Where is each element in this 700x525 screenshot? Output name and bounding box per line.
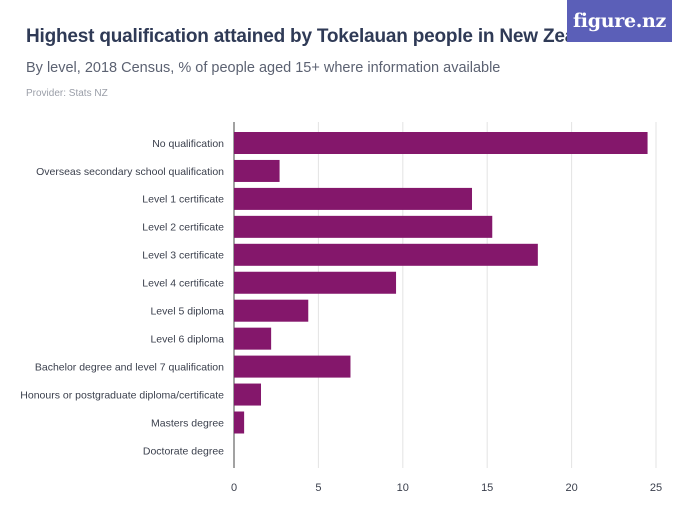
category-label: Level 3 certificate xyxy=(142,250,224,262)
bar[interactable] xyxy=(234,327,272,350)
bar[interactable] xyxy=(234,271,397,294)
x-tick-label: 10 xyxy=(397,482,409,494)
chart-subtitle: By level, 2018 Census, % of people aged … xyxy=(26,60,501,76)
bar[interactable] xyxy=(234,383,262,406)
x-tick-label: 0 xyxy=(231,482,237,494)
x-tick-label: 20 xyxy=(565,482,577,494)
x-tick-label: 25 xyxy=(650,482,662,494)
bar[interactable] xyxy=(234,243,538,266)
bar[interactable] xyxy=(234,411,245,434)
category-label: Doctorate degree xyxy=(143,445,224,457)
grid-lines xyxy=(233,122,657,468)
category-label: Level 4 certificate xyxy=(142,278,224,290)
figure-nz-logo[interactable]: figure.nz xyxy=(567,0,672,42)
category-label: Bachelor degree and level 7 qualificatio… xyxy=(35,361,224,373)
category-label: Honours or postgraduate diploma/certific… xyxy=(20,389,224,401)
category-label: Overseas secondary school qualification xyxy=(36,166,224,178)
category-label: No qualification xyxy=(152,138,224,150)
category-label: Level 2 certificate xyxy=(142,222,224,234)
bar[interactable] xyxy=(234,355,351,378)
category-label: Masters degree xyxy=(151,417,224,429)
category-label: Level 1 certificate xyxy=(142,194,224,206)
x-axis-ticks: 0 5 10 15 20 25 xyxy=(231,482,662,494)
bar[interactable] xyxy=(234,215,493,238)
bar[interactable] xyxy=(234,187,473,210)
data-provider: Provider: Stats NZ xyxy=(26,88,108,99)
category-label: Level 6 diploma xyxy=(150,333,224,345)
category-labels: No qualification Overseas secondary schoo… xyxy=(20,138,224,457)
x-tick-label: 5 xyxy=(315,482,321,494)
x-tick-label: 15 xyxy=(481,482,493,494)
chart-title: Highest qualification attained by Tokela… xyxy=(26,26,614,47)
category-label: Level 5 diploma xyxy=(150,306,224,318)
bars xyxy=(234,132,648,434)
bar[interactable] xyxy=(234,299,309,322)
bar[interactable] xyxy=(234,159,280,182)
bar[interactable] xyxy=(234,132,648,154)
